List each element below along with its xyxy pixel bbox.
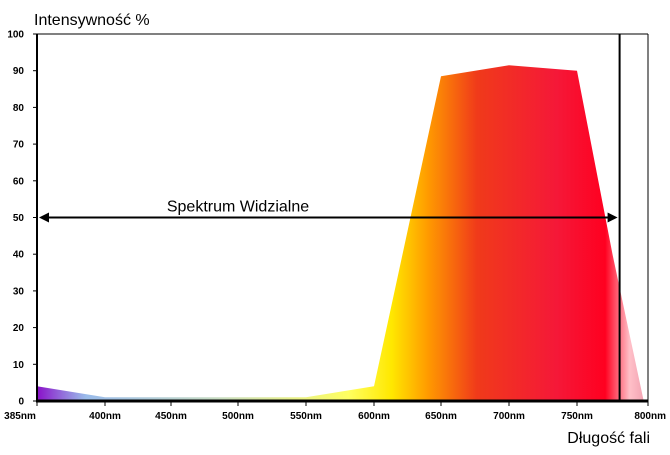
y-tick-label: 90 bbox=[13, 66, 25, 77]
y-tick-label: 20 bbox=[13, 323, 25, 334]
x-tick-label: 700nm bbox=[493, 411, 525, 422]
x-ticks: 385nm 400nm 450nm 500nm 550nm 600nm 650nm 700nm… bbox=[4, 401, 666, 422]
x-tick-label: 500nm bbox=[222, 411, 254, 422]
x-tick-label: 550nm bbox=[290, 411, 322, 422]
arrow-left-head bbox=[39, 212, 49, 223]
y-tick-label: 70 bbox=[13, 140, 25, 151]
y-tick-label: 100 bbox=[7, 30, 24, 41]
y-tick-label: 40 bbox=[13, 250, 25, 261]
x-tick-label: 400nm bbox=[89, 411, 121, 422]
x-tick-label: 600nm bbox=[358, 411, 390, 422]
y-tick-label: 80 bbox=[13, 103, 25, 114]
visible-spectrum-annotation: Spektrum Widzialne bbox=[39, 199, 618, 223]
x-axis-title: Długość fali bbox=[567, 430, 650, 447]
y-tick-label: 60 bbox=[13, 176, 25, 187]
y-tick-label: 50 bbox=[13, 213, 25, 224]
x-tick-label: 385nm bbox=[4, 411, 36, 422]
arrow-right-head bbox=[607, 212, 618, 223]
y-ticks: 0 10 20 30 40 50 60 70 80 90 100 bbox=[7, 30, 37, 408]
y-tick-label: 10 bbox=[13, 360, 25, 371]
y-tick-label: 0 bbox=[18, 397, 24, 408]
spectrum-area bbox=[37, 65, 644, 401]
x-tick-label: 750nm bbox=[561, 411, 593, 422]
x-tick-label: 800nm bbox=[634, 411, 666, 422]
y-axis-title: Intensywność % bbox=[34, 12, 150, 29]
x-tick-label: 450nm bbox=[155, 411, 187, 422]
y-tick-label: 30 bbox=[13, 286, 25, 297]
annotation-label: Spektrum Widzialne bbox=[167, 199, 309, 216]
x-tick-label: 650nm bbox=[425, 411, 457, 422]
